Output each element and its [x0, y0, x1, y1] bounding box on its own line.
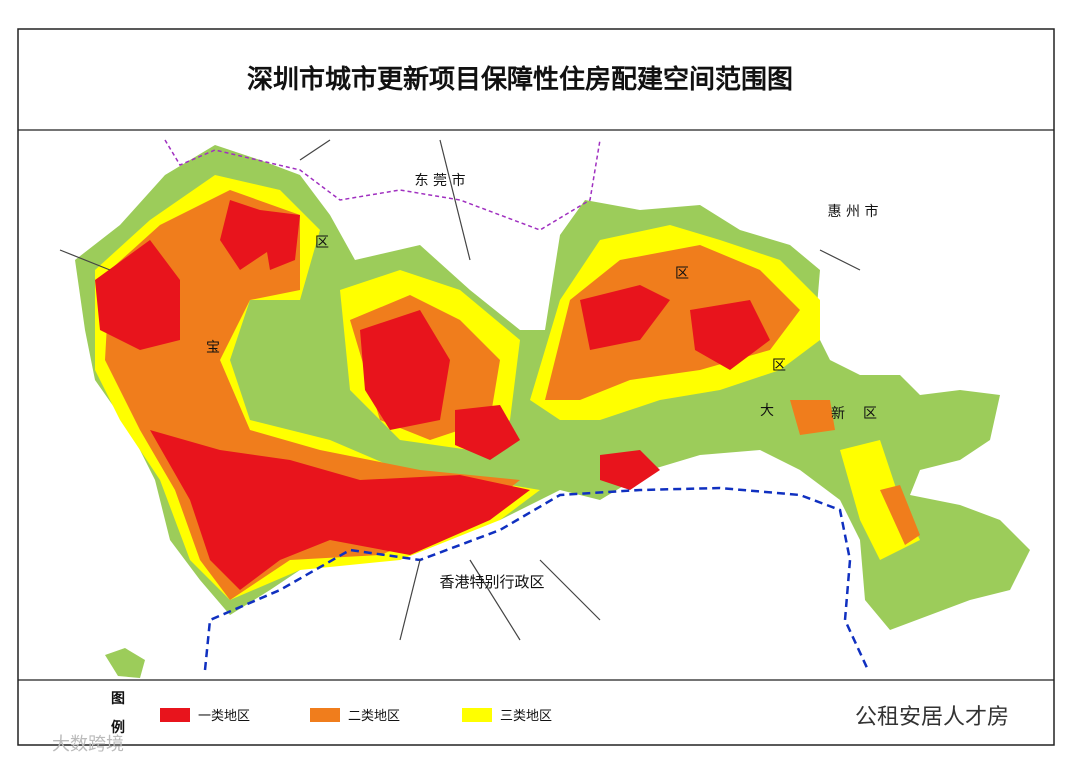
- frame: [17, 28, 1055, 746]
- roads: [59, 139, 861, 641]
- zone-2: [545, 245, 800, 400]
- zone-1: [95, 240, 180, 350]
- zone-1: [220, 200, 300, 270]
- map-title: 深圳市城市更新项目保障性住房配建空间范围图: [247, 64, 793, 95]
- zone-1: [600, 450, 660, 490]
- district-label: 区: [772, 358, 786, 374]
- legend-label: 一类地区: [198, 709, 250, 724]
- district-label: 大: [760, 403, 774, 419]
- place-label: 香港特别行政区: [439, 573, 544, 591]
- place-label: 东 莞 市: [415, 172, 466, 189]
- island: [105, 648, 145, 678]
- map-labels: 东 莞 市 惠 州 市 香港特别行政区 宝 区 区 区 大 新 区: [206, 172, 878, 591]
- legend-heading: 例: [111, 719, 125, 736]
- legend-swatch: [310, 708, 340, 722]
- legend-swatch: [462, 708, 492, 722]
- map: [59, 139, 1030, 678]
- watermark: 大数跨境: [52, 734, 124, 755]
- district-label: 新: [831, 406, 845, 422]
- zone-1: [580, 285, 770, 370]
- legend-label: 二类地区: [348, 709, 400, 724]
- place-label: 惠 州 市: [828, 203, 879, 220]
- boundary-city: [164, 139, 601, 231]
- legend-label: 三类地区: [500, 709, 552, 724]
- watermark: 公租安居人才房: [855, 705, 1009, 730]
- district-label: 宝: [206, 340, 220, 356]
- boundary-hk: [203, 486, 870, 671]
- district-label: 区: [675, 266, 689, 282]
- legend: 图 例 一类地区 二类地区 三类地区: [111, 691, 552, 736]
- zone-1: [360, 310, 450, 430]
- zone-2: [790, 400, 920, 545]
- legend-swatch: [160, 708, 190, 722]
- zone-1: [150, 430, 530, 590]
- district-label: 区: [315, 235, 329, 251]
- legend-heading: 图: [111, 691, 125, 707]
- district-label: 区: [863, 406, 877, 422]
- zone-1: [455, 405, 520, 460]
